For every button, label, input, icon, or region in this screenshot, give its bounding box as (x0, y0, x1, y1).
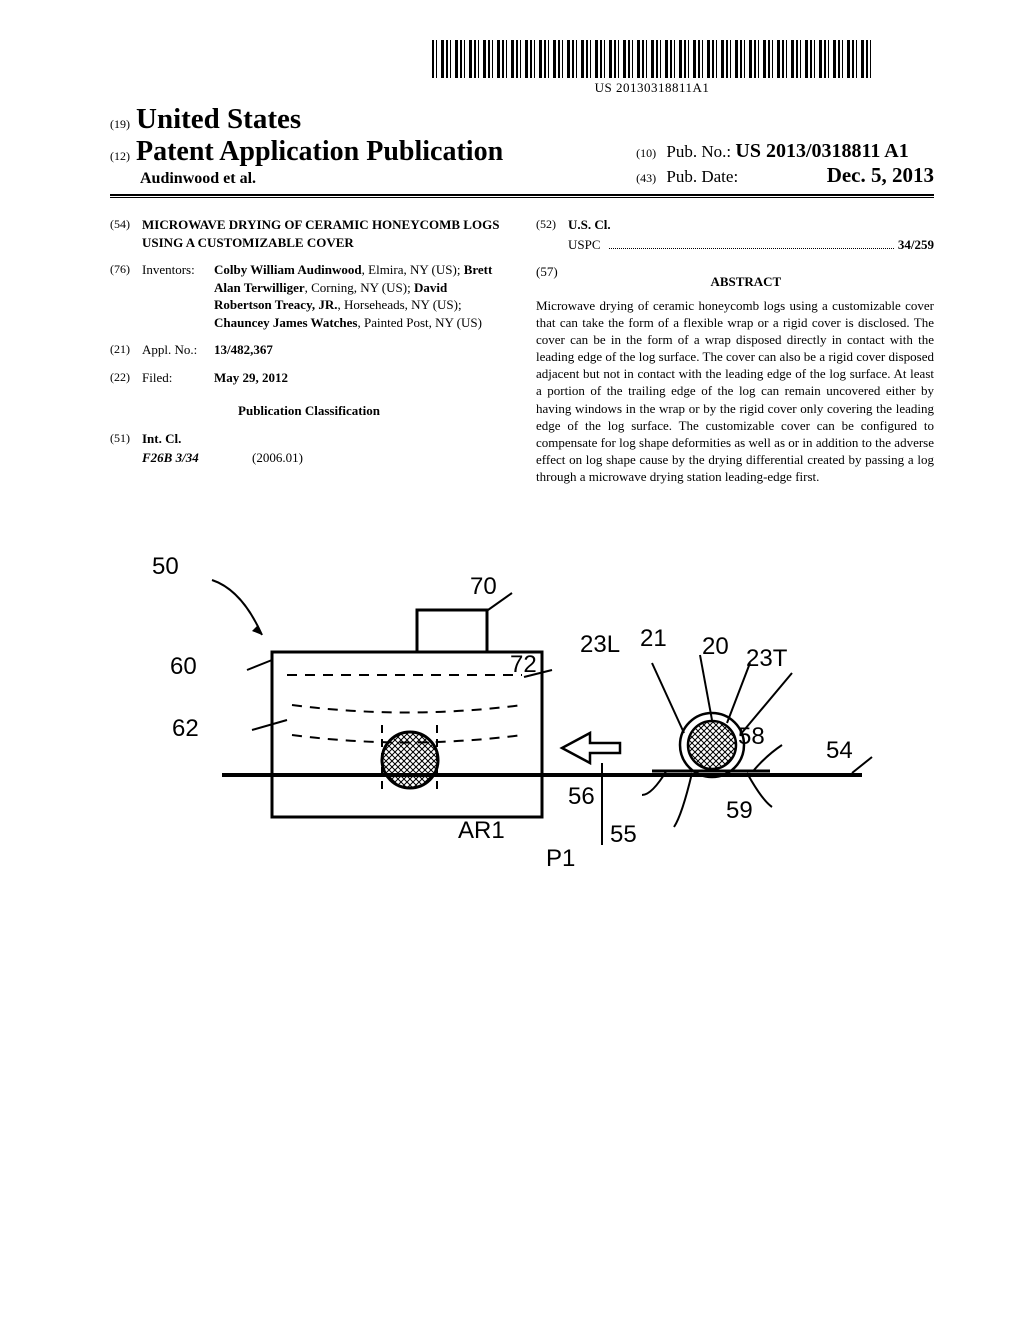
applno-value: 13/482,367 (214, 342, 273, 357)
pubno-label: Pub. No.: (666, 142, 731, 161)
country-code-num: (19) (110, 117, 130, 132)
classification-heading: Publication Classification (110, 402, 508, 420)
uspc-dots (609, 248, 894, 249)
barcode-block: US 20130318811A1 (370, 40, 934, 97)
barcode-lines (432, 40, 872, 78)
left-column: (54) MICROWAVE DRYING OF CERAMIC HONEYCO… (110, 216, 508, 485)
pubdate-value: Dec. 5, 2013 (827, 163, 934, 187)
filed-label: Filed: (142, 369, 214, 387)
fig-label-P1: P1 (546, 845, 575, 873)
uscl-label: U.S. Cl. (568, 217, 611, 232)
rule-thin (110, 197, 934, 198)
fig-label-55: 55 (610, 821, 637, 849)
title-num: (54) (110, 216, 142, 251)
fig-label-23L: 23L (580, 631, 620, 659)
intcl-label: Int. Cl. (142, 431, 181, 446)
doc-type-num: (12) (110, 149, 130, 164)
country-name: United States (136, 103, 301, 136)
filed-value: May 29, 2012 (214, 370, 288, 385)
fig-label-72: 72 (510, 651, 537, 679)
pubno-num: (10) (636, 146, 656, 160)
fig-label-20: 20 (702, 633, 729, 661)
figure-svg (152, 545, 892, 905)
abstract-num: (57) (536, 263, 558, 297)
inventors-num: (76) (110, 261, 142, 331)
uspc-label: USPC (568, 236, 601, 254)
intcl-year: (2006.01) (252, 449, 303, 467)
fig-label-58: 58 (738, 723, 765, 751)
uspc-value: 34/259 (898, 236, 934, 254)
applno-label: Appl. No.: (142, 341, 214, 359)
fig-label-23T: 23T (746, 645, 787, 673)
barcode-number: US 20130318811A1 (432, 80, 872, 96)
abstract-text: Microwave drying of ceramic honeycomb lo… (536, 297, 934, 486)
header: (19) United States (12) Patent Applicati… (110, 103, 934, 188)
inventors-label: Inventors: (142, 261, 214, 331)
pubdate-label: Pub. Date: (666, 167, 738, 186)
filed-num: (22) (110, 369, 142, 387)
abstract-heading: ABSTRACT (558, 273, 934, 291)
pubdate-num: (43) (636, 171, 656, 185)
authors-line: Audinwood et al. (140, 170, 616, 188)
fig-label-62: 62 (172, 715, 199, 743)
invention-title: MICROWAVE DRYING OF CERAMIC HONEYCOMB LO… (142, 216, 508, 251)
pubno-value: US 2013/0318811 A1 (735, 140, 908, 162)
fig-label-70: 70 (470, 573, 497, 601)
barcode: US 20130318811A1 (432, 40, 872, 96)
fig-label-54: 54 (826, 737, 853, 765)
doc-type: Patent Application Publication (136, 136, 503, 168)
fig-label-21: 21 (640, 625, 667, 653)
right-column: (52) U.S. Cl. USPC 34/259 (57) ABSTRACT … (536, 216, 934, 485)
intcl-num: (51) (110, 430, 142, 448)
fig-label-AR1: AR1 (458, 817, 505, 845)
fig-label-59: 59 (726, 797, 753, 825)
intcl-code: F26B 3/34 (142, 449, 252, 467)
fig-label-56: 56 (568, 783, 595, 811)
inventors-list: Colby William Audinwood, Elmira, NY (US)… (214, 261, 508, 331)
applno-num: (21) (110, 341, 142, 359)
fig-label-50: 50 (152, 553, 179, 581)
uscl-num: (52) (536, 216, 568, 234)
fig-label-60: 60 (170, 653, 197, 681)
bibliographic-data: (54) MICROWAVE DRYING OF CERAMIC HONEYCO… (110, 216, 934, 485)
rule-thick (110, 194, 934, 196)
patent-figure: 50 70 60 62 72 23L 21 20 23T 56 58 54 59… (110, 545, 934, 925)
